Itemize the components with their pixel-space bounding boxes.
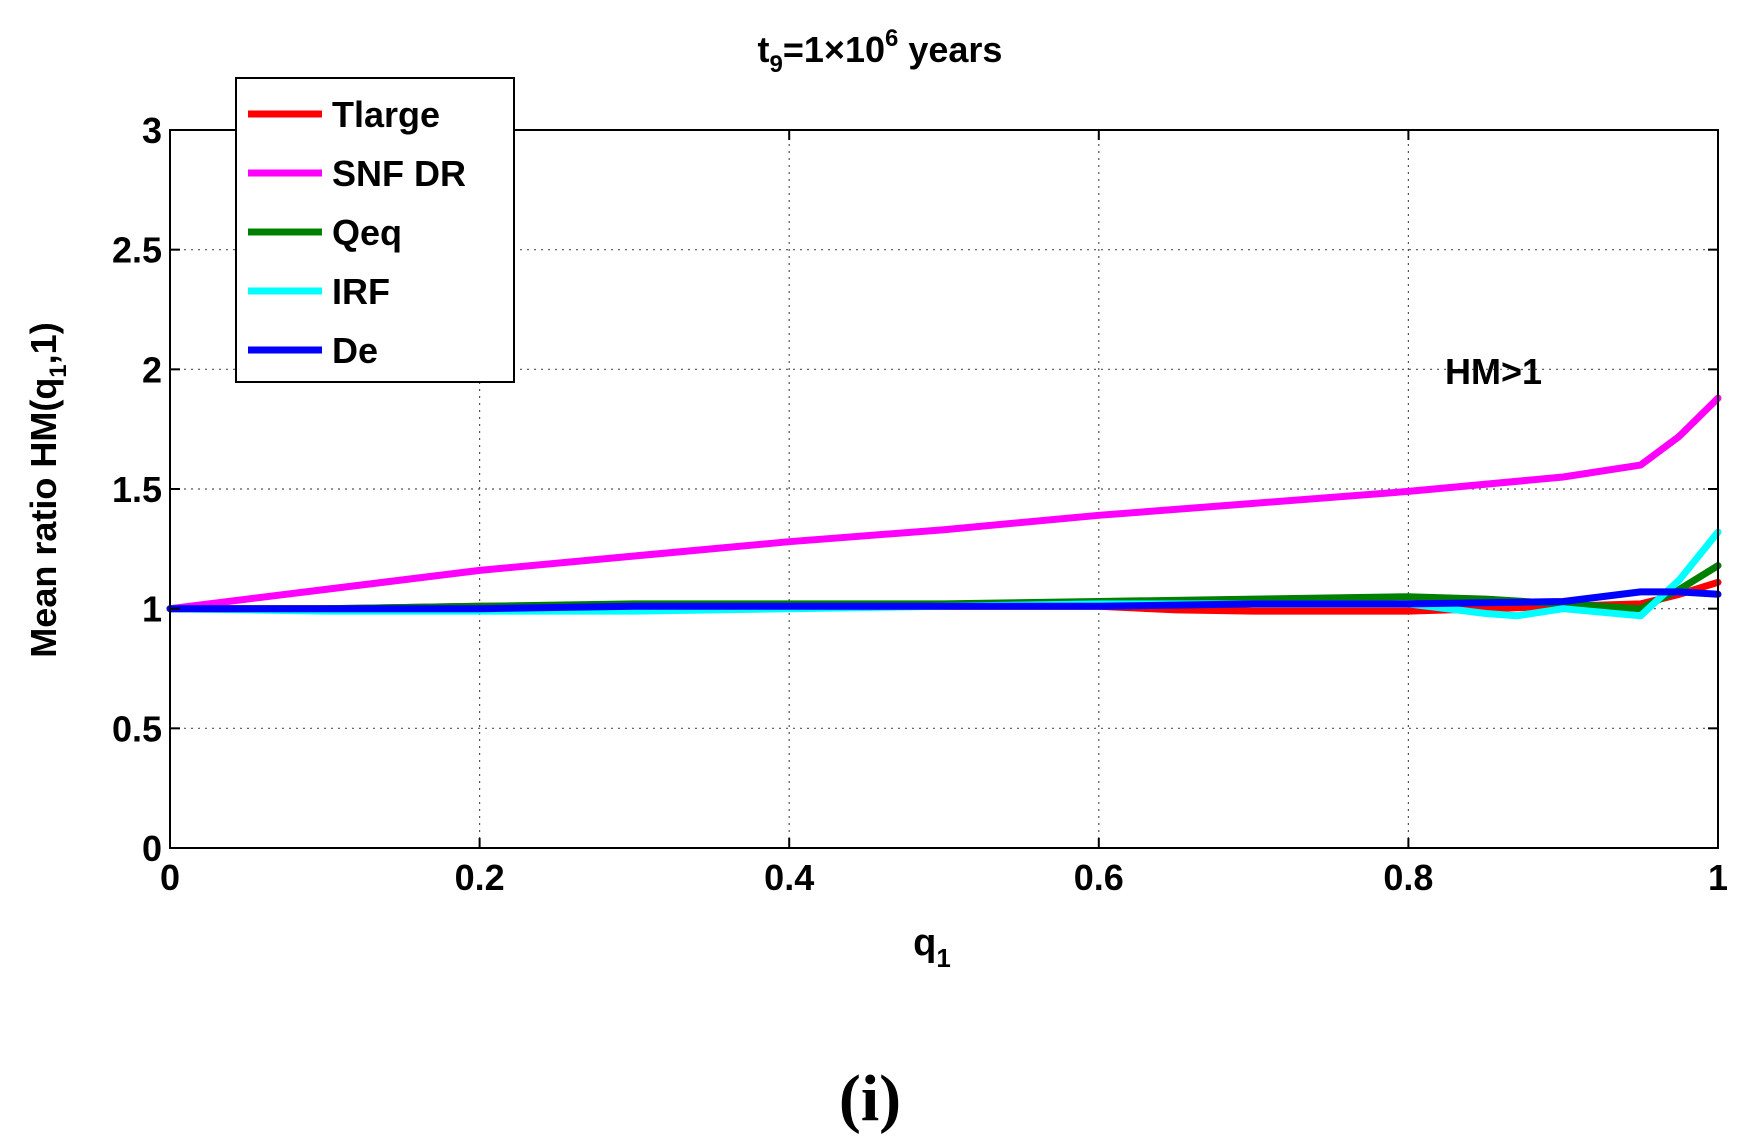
legend: Tlarge SNF DR Qeq IRF De: [235, 77, 515, 383]
x-tick-label: 0.4: [764, 857, 814, 898]
y-tick-label: 0.5: [112, 708, 162, 749]
legend-label-snf-dr: SNF DR: [332, 153, 466, 194]
y-tick-label: 1.5: [112, 469, 162, 510]
x-tick-label: 1: [1708, 857, 1728, 898]
x-tick-label: 0.6: [1074, 857, 1124, 898]
x-axis-label: q1: [913, 922, 951, 973]
series-line-de: [166, 588, 1722, 613]
legend-items: Tlarge SNF DR Qeq IRF De: [248, 94, 466, 371]
y-axis-label: Mean ratio HM(q1,1): [23, 322, 72, 657]
panel-label: (i): [839, 1062, 901, 1135]
x-tick-label: 0.8: [1383, 857, 1433, 898]
legend-label-tlarge: Tlarge: [332, 94, 440, 135]
series-line-snf-dr: [166, 394, 1722, 613]
legend-label-qeq: Qeq: [332, 212, 402, 253]
tick-layer: 0 0.2 0.4 0.6 0.8 1 0 0.5 1 1.5 2 2.5 3: [112, 110, 1728, 898]
legend-label-irf: IRF: [332, 271, 390, 312]
annotation-text: HM>1: [1445, 351, 1542, 392]
y-tick-label: 1: [142, 589, 162, 630]
y-tick-label: 2: [142, 349, 162, 390]
x-tick-label: 0.2: [455, 857, 505, 898]
legend-label-de: De: [332, 330, 378, 371]
y-tick-label: 2.5: [112, 230, 162, 271]
y-tick-label: 0: [142, 828, 162, 869]
x-tick-label: 0: [160, 857, 180, 898]
chart-title: t9=1×106 years: [758, 25, 1003, 78]
series-layer: [166, 394, 1722, 620]
y-tick-label: 3: [142, 110, 162, 151]
